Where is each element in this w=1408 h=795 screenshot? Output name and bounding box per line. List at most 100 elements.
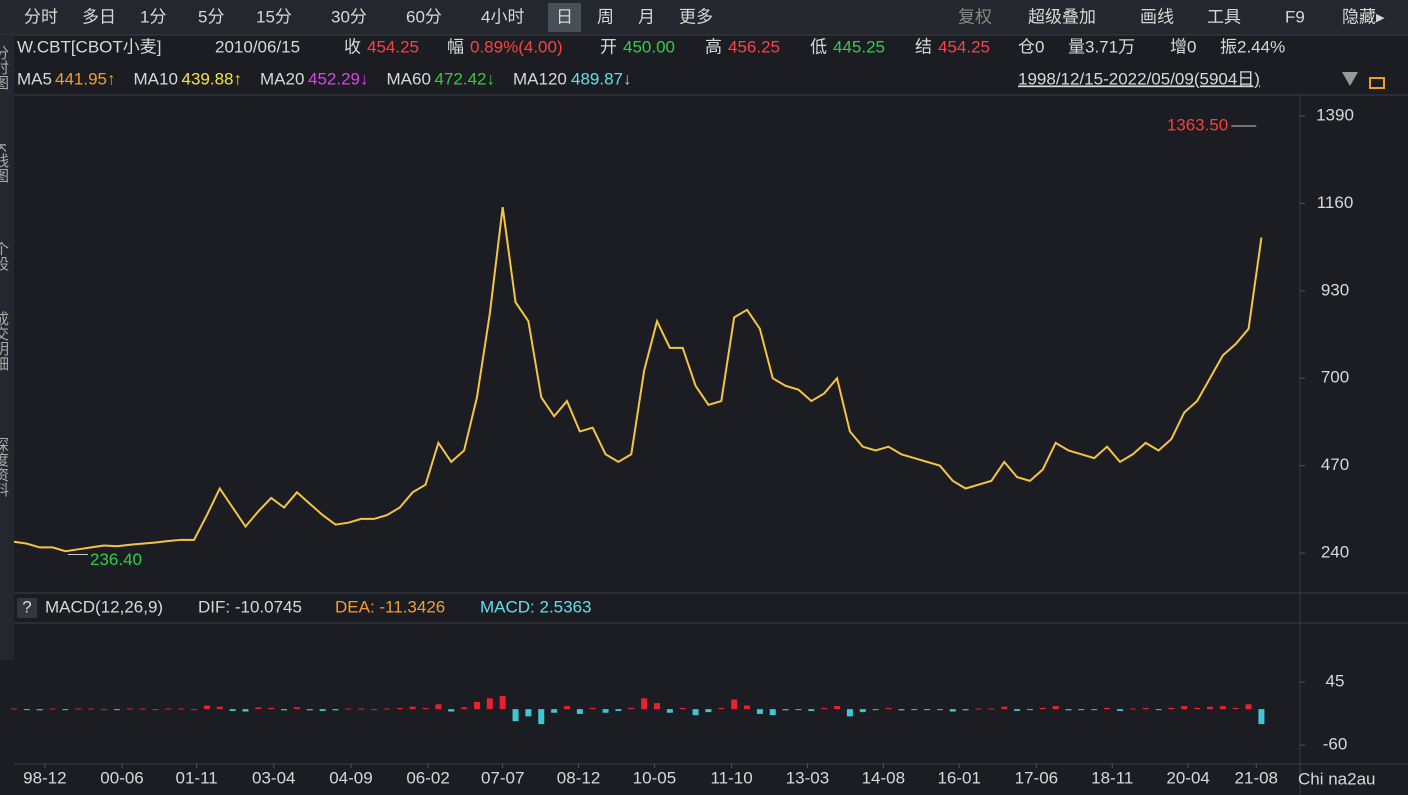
toolbar-button[interactable]: 60分 bbox=[406, 7, 442, 26]
macd-bar bbox=[911, 709, 918, 711]
watermark: Chi na2au bbox=[1298, 769, 1376, 788]
x-tick-label: 07-07 bbox=[481, 768, 524, 787]
toolbar-button[interactable]: 1分 bbox=[140, 7, 166, 26]
macd-bar bbox=[846, 709, 853, 717]
macd-bar bbox=[1194, 707, 1201, 710]
toolbar-button[interactable]: 多日 bbox=[82, 7, 116, 26]
macd-bar bbox=[975, 708, 982, 710]
toolbar-button[interactable]: 15分 bbox=[256, 7, 292, 26]
macd-bar bbox=[1116, 709, 1123, 711]
toolbar-button[interactable]: 30分 bbox=[331, 7, 367, 26]
macd-bar bbox=[834, 706, 841, 710]
macd-bar bbox=[936, 709, 943, 711]
macd-bar bbox=[113, 709, 120, 711]
macd-bar bbox=[242, 709, 249, 712]
macd-bar bbox=[1155, 709, 1162, 711]
toolbar-button[interactable]: 月 bbox=[638, 7, 655, 26]
macd-bar bbox=[281, 709, 288, 711]
toolbar-button[interactable]: 更多 bbox=[679, 7, 713, 26]
toolbar-button[interactable]: 工具 bbox=[1207, 7, 1241, 26]
toolbar-button[interactable]: 4小时 bbox=[481, 7, 524, 26]
macd-bar bbox=[756, 709, 763, 714]
macd-bar bbox=[1014, 709, 1021, 711]
macd-bar bbox=[808, 709, 815, 711]
x-tick-label: 10-05 bbox=[633, 768, 676, 787]
help[interactable]: ? bbox=[22, 597, 31, 616]
ma-name: MA5 bbox=[17, 69, 52, 88]
toolbar-button[interactable]: 超级叠加 bbox=[1028, 7, 1096, 26]
macd-bar bbox=[1065, 709, 1072, 711]
toolbar-button[interactable]: 日 bbox=[556, 7, 573, 26]
macd-bar bbox=[949, 709, 956, 712]
ma-name: MA10 bbox=[134, 69, 178, 88]
label: 收 bbox=[344, 37, 361, 56]
macd-bar bbox=[576, 709, 583, 714]
macd-bar bbox=[718, 707, 725, 710]
macd-bar bbox=[744, 705, 751, 710]
macd-bar bbox=[1219, 706, 1226, 710]
macd-bar bbox=[512, 709, 519, 722]
y-tick-label: 1390 bbox=[1316, 105, 1354, 124]
macd-bar bbox=[538, 709, 545, 725]
macd-bar bbox=[962, 709, 969, 711]
toolbar-button[interactable]: 复权 bbox=[958, 7, 992, 26]
macd-bar bbox=[358, 708, 365, 710]
macd-bar bbox=[679, 707, 686, 710]
sidebar-tab[interactable]: 深度资料 bbox=[0, 437, 9, 497]
toolbar-button[interactable]: 画线 bbox=[1140, 7, 1174, 26]
macd-bar bbox=[23, 709, 30, 711]
macd-bar bbox=[473, 701, 480, 710]
macd-bar bbox=[615, 709, 622, 711]
toolbar-button[interactable]: 周 bbox=[597, 7, 614, 26]
symbol: W.CBT[CBOT小麦] bbox=[17, 37, 162, 56]
annotation: 1363.50 bbox=[1167, 115, 1228, 134]
macd-bar bbox=[75, 708, 82, 710]
toolbar-button[interactable]: 5分 bbox=[198, 7, 224, 26]
sidebar bbox=[0, 35, 14, 660]
x-tick-label: 01-11 bbox=[176, 768, 218, 787]
macd-bar bbox=[1001, 706, 1008, 710]
dif: DIF: -10.0745 bbox=[198, 597, 302, 616]
macd-bar bbox=[319, 709, 326, 711]
macd-bar bbox=[1142, 707, 1149, 710]
macd-bar bbox=[666, 709, 673, 713]
y-tick-label: 700 bbox=[1321, 368, 1349, 387]
ma-value: 439.88↑ bbox=[182, 69, 243, 88]
y-tick-label: 930 bbox=[1321, 280, 1349, 299]
close: 454.25 bbox=[367, 37, 419, 56]
macd-bar bbox=[795, 709, 802, 711]
macd-bar bbox=[769, 709, 776, 716]
sidebar-tab[interactable]: 成交明细 bbox=[0, 311, 9, 371]
sidebar-tab[interactable]: 分时图 bbox=[0, 45, 9, 90]
settle: 454.25 bbox=[938, 37, 990, 56]
macd-bar bbox=[203, 705, 210, 710]
macd-bar bbox=[396, 707, 403, 710]
help-button[interactable] bbox=[17, 598, 37, 618]
macd-bar bbox=[898, 709, 905, 711]
macd-bar bbox=[499, 695, 506, 710]
macd-bar bbox=[435, 704, 442, 710]
volume: 量3.71万 bbox=[1068, 37, 1135, 56]
macd-bar bbox=[178, 708, 185, 710]
macd-bar bbox=[551, 709, 558, 713]
macd-bar bbox=[1091, 709, 1098, 711]
y-tick-label: 1160 bbox=[1317, 193, 1354, 212]
macd-bar bbox=[448, 709, 455, 712]
macd-bar bbox=[268, 707, 275, 710]
toolbar-button[interactable]: 隐藏▸ bbox=[1342, 7, 1385, 26]
date-range[interactable]: 1998/12/15-2022/05/09(5904日) bbox=[1018, 69, 1260, 88]
x-tick-label: 11-10 bbox=[710, 768, 752, 787]
lock-icon[interactable] bbox=[1369, 77, 1385, 89]
label: 低 bbox=[810, 37, 827, 56]
ma-name: MA120 bbox=[513, 69, 567, 88]
macd-bar bbox=[332, 709, 339, 711]
macd-bar bbox=[1181, 706, 1188, 710]
macd-bar bbox=[602, 709, 609, 713]
macd-bar bbox=[11, 708, 17, 710]
dropdown-icon[interactable] bbox=[1342, 72, 1358, 86]
label: 结 bbox=[915, 37, 932, 56]
sidebar-tab[interactable]: 个股 bbox=[0, 241, 9, 272]
toolbar-button[interactable]: F9 bbox=[1285, 7, 1305, 26]
toolbar-button[interactable]: 分时 bbox=[24, 7, 58, 26]
sidebar-tab[interactable]: K线图 bbox=[0, 143, 9, 183]
